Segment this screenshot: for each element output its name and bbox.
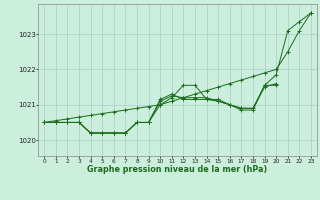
X-axis label: Graphe pression niveau de la mer (hPa): Graphe pression niveau de la mer (hPa)	[87, 165, 268, 174]
